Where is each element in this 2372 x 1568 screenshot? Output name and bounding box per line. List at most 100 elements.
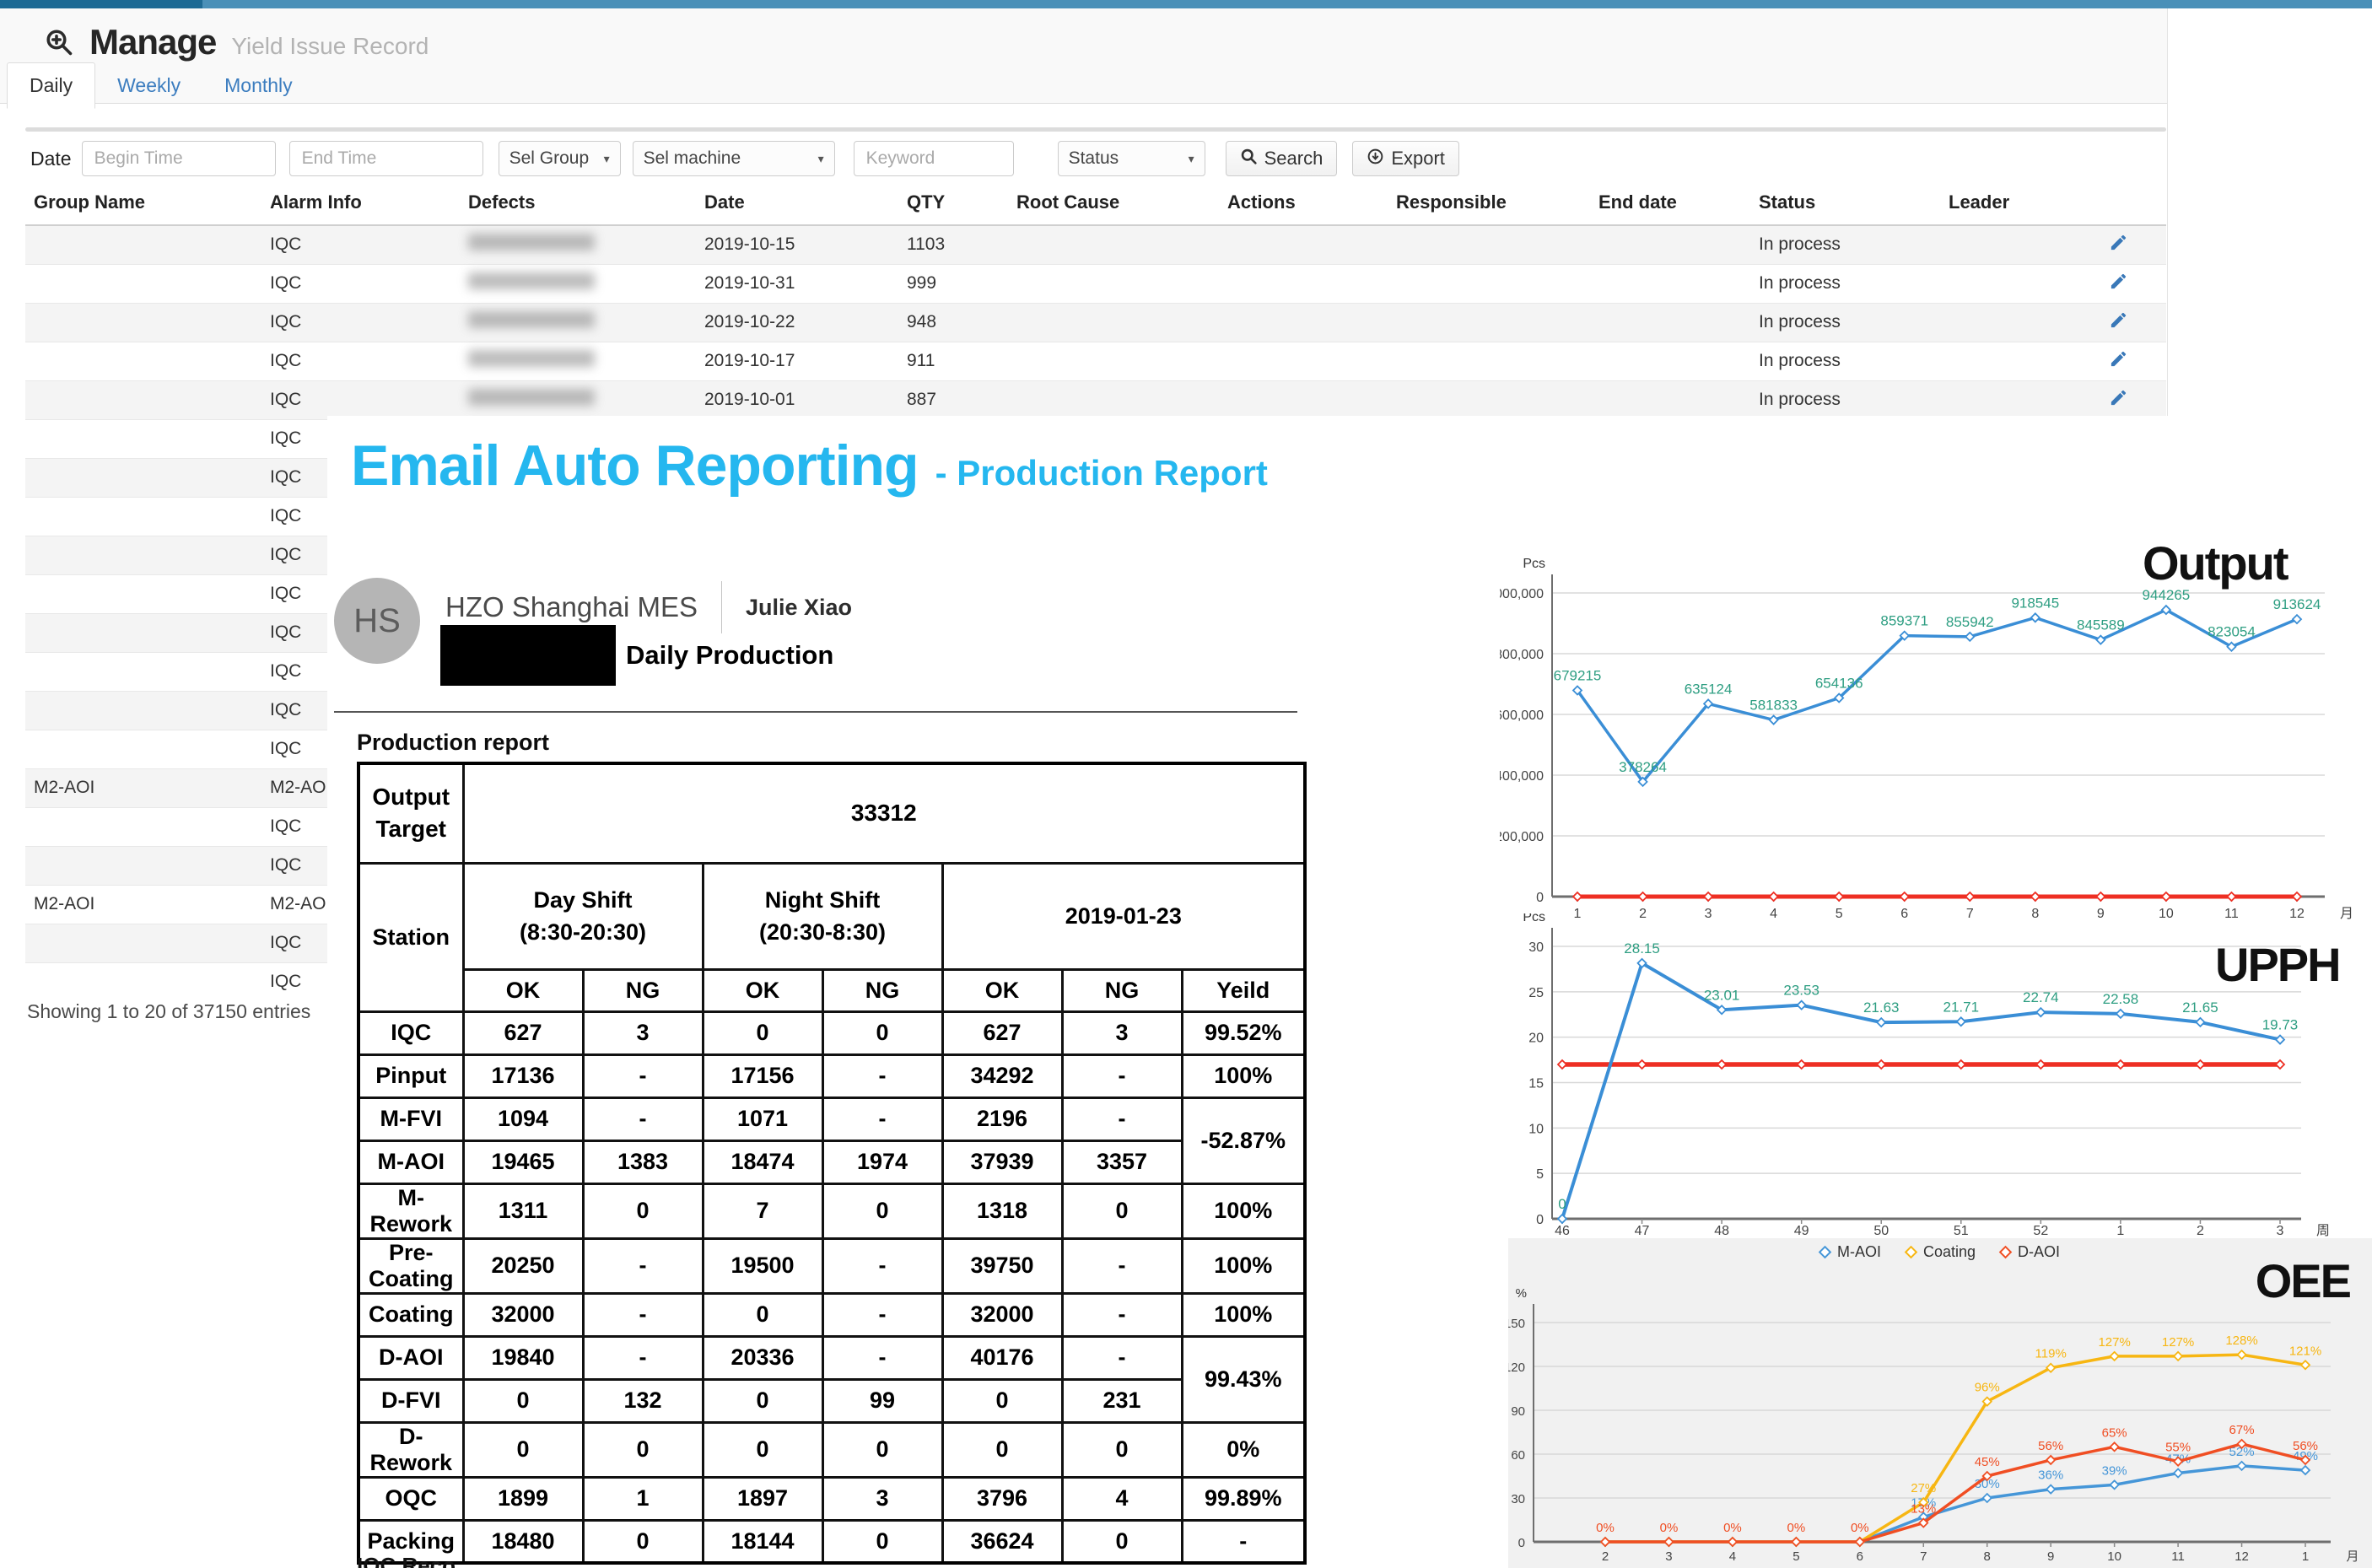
svg-text:635124: 635124 <box>1685 681 1733 697</box>
sender-row: HZO Shanghai MES Julie Xiao <box>445 581 852 633</box>
station-name: Pre-Coating <box>357 1237 465 1295</box>
legend-item-m-aoi: M-AOI <box>1818 1243 1881 1261</box>
production-row: M-Rework 1311 0 7 0 1318 0 100% <box>357 1182 1307 1240</box>
svg-text:65%: 65% <box>2102 1425 2127 1440</box>
clipped-section-heading: IQC Reco <box>357 1553 456 1568</box>
keyword-input[interactable] <box>853 141 1014 176</box>
svg-text:22.74: 22.74 <box>2023 989 2059 1005</box>
cell-group-name <box>25 302 261 342</box>
svg-text:10: 10 <box>2107 1549 2121 1564</box>
cell-date: 2019-10-22 <box>696 302 898 342</box>
yield-value: 100% <box>1180 1291 1307 1338</box>
tab-monthly[interactable]: Monthly <box>224 74 293 96</box>
svg-text:2: 2 <box>2197 1224 2204 1238</box>
svg-text:150: 150 <box>1508 1317 1525 1331</box>
table-row: IQC 2019-10-15 1103 In process <box>25 224 2166 264</box>
production-value: 0 <box>1060 1518 1183 1565</box>
tab-weekly[interactable]: Weekly <box>117 74 181 96</box>
production-value: 0 <box>821 1010 944 1056</box>
svg-text:4: 4 <box>1729 1549 1736 1564</box>
svg-text:121%: 121% <box>2289 1344 2321 1358</box>
cell-status: In process <box>1750 341 1940 380</box>
production-table: Output Target 33312 Station Day Shift (8:30… <box>357 762 1307 1565</box>
person-name: Julie Xiao <box>745 594 853 620</box>
svg-text:52%: 52% <box>2229 1445 2255 1459</box>
production-value: 40176 <box>941 1334 1064 1381</box>
production-value: 0 <box>821 1518 944 1565</box>
svg-text:3: 3 <box>2277 1224 2284 1238</box>
cell-alarm-info: IQC <box>261 263 460 303</box>
legend-diamond-icon <box>1904 1245 1918 1259</box>
production-value: 231 <box>1060 1377 1183 1424</box>
edit-row-button[interactable] <box>2109 310 2128 335</box>
svg-text:月: 月 <box>2340 907 2352 921</box>
production-value: 1383 <box>581 1139 704 1185</box>
production-value: 7 <box>701 1182 824 1240</box>
edit-row-button[interactable] <box>2109 272 2128 296</box>
production-value: 0 <box>1060 1182 1183 1240</box>
vertical-divider <box>720 581 722 633</box>
svg-text:23.01: 23.01 <box>1704 987 1740 1003</box>
svg-text:30: 30 <box>1511 1492 1525 1506</box>
machine-select[interactable]: Sel machine ▾ <box>632 141 835 176</box>
edit-row-button[interactable] <box>2109 349 2128 374</box>
cell-date: 2019-10-17 <box>696 341 898 380</box>
station-name: M-Rework <box>357 1182 465 1240</box>
status-select[interactable]: Status ▾ <box>1057 141 1205 176</box>
svg-text:1: 1 <box>1574 907 1582 921</box>
production-row: Pre-Coating 20250-19500-39750-100% <box>357 1237 1307 1295</box>
station-name: M-AOI <box>357 1139 465 1185</box>
group-select[interactable]: Sel Group ▾ <box>498 141 621 176</box>
end-time-input[interactable] <box>288 141 483 176</box>
table-row: IQC 2019-10-22 948 In process <box>25 302 2166 342</box>
edit-row-button[interactable] <box>2109 388 2128 412</box>
production-value: - <box>821 1237 944 1295</box>
svg-text:859371: 859371 <box>1880 613 1928 629</box>
svg-text:128%: 128% <box>2225 1334 2257 1348</box>
top-bar-accent <box>0 0 202 8</box>
doc-title: Daily Production <box>626 640 834 670</box>
column-header: Actions <box>1219 180 1388 226</box>
yield-value: -52.87% <box>1180 1096 1307 1185</box>
begin-time-input[interactable] <box>81 141 276 176</box>
cell-status: In process <box>1750 224 1940 264</box>
search-button[interactable]: Search <box>1225 141 1338 176</box>
svg-text:3: 3 <box>1665 1549 1672 1564</box>
export-button[interactable]: Export <box>1352 141 1459 176</box>
production-value: 19465 <box>461 1139 585 1185</box>
output-chart: 0 200,000 400,000 600,000 800,000 1,000,000 Pc… <box>1500 557 2352 921</box>
yield-value: - <box>1180 1518 1307 1565</box>
tab-daily[interactable]: Daily <box>7 62 96 109</box>
search-icon <box>1240 148 1258 170</box>
svg-text:7: 7 <box>1920 1549 1927 1564</box>
svg-text:4: 4 <box>1770 907 1777 921</box>
production-value: 3 <box>1060 1010 1183 1056</box>
cell-date: 2019-10-15 <box>696 224 898 264</box>
svg-text:2: 2 <box>1602 1549 1609 1564</box>
report-subtitle: - Production Report <box>935 453 1268 493</box>
svg-text:60: 60 <box>1511 1448 1525 1463</box>
svg-text:5: 5 <box>1792 1549 1799 1564</box>
svg-text:30: 30 <box>1528 940 1544 955</box>
svg-text:5: 5 <box>1836 907 1843 921</box>
production-value: 19840 <box>461 1334 585 1381</box>
cell-group-name <box>25 690 261 730</box>
production-value: 1094 <box>461 1096 585 1142</box>
production-value: 39750 <box>941 1237 1064 1295</box>
cell-alarm-info: IQC <box>261 302 460 342</box>
svg-text:Pcs: Pcs <box>1523 557 1545 571</box>
edit-row-button[interactable] <box>2109 233 2128 257</box>
sender-name: HZO Shanghai MES <box>445 591 698 622</box>
page-subtitle: Yield Issue Record <box>231 33 429 59</box>
cell-group-name <box>25 651 261 691</box>
cell-qty: 948 <box>898 302 1008 342</box>
production-value: 99 <box>821 1377 944 1424</box>
column-header: Defects <box>460 180 696 226</box>
cell-group-name: M2-AOI <box>25 768 261 807</box>
station-name: Pinput <box>357 1053 465 1099</box>
sub-header: NG <box>581 967 704 1013</box>
svg-text:2: 2 <box>1639 907 1647 921</box>
svg-text:9: 9 <box>2097 907 2105 921</box>
svg-text:918545: 918545 <box>2011 595 2059 611</box>
production-row: D-FVI 0 132 0 99 0 231 <box>357 1377 1305 1424</box>
